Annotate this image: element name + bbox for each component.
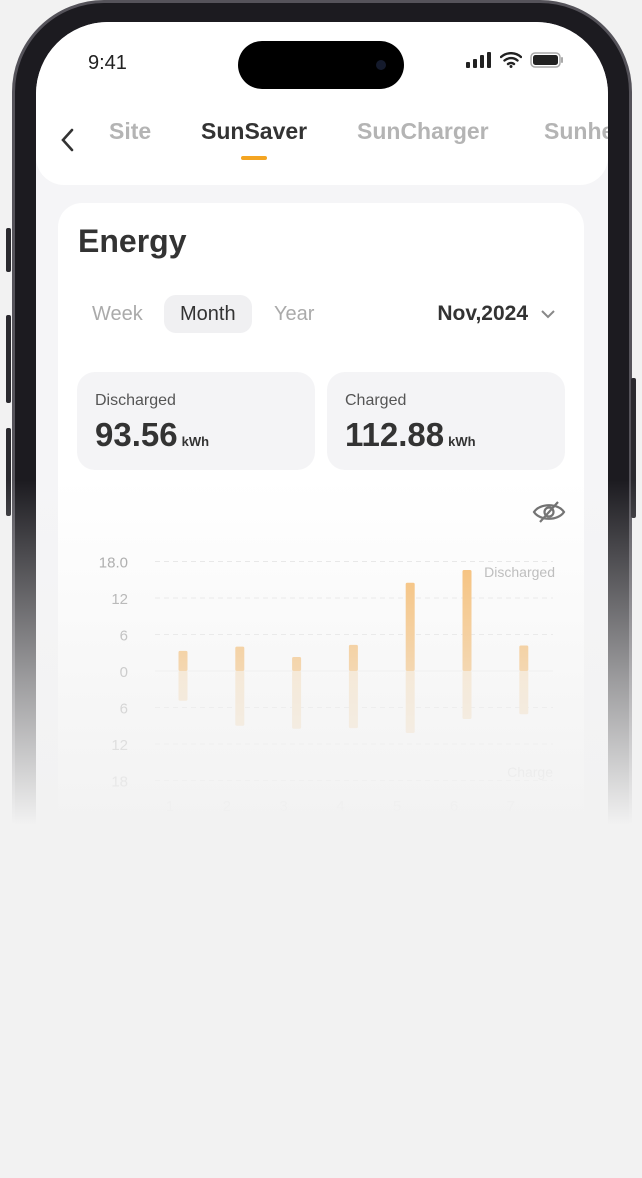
status-time: 9:41 [88,52,127,74]
selected-date: Nov,2024 [437,302,528,325]
period-month[interactable]: Month [164,295,252,333]
volume-up-button [6,315,11,403]
tab-site[interactable]: Site [109,118,152,144]
volume-down-button [6,428,11,516]
charged-stat: Charged 112.88 kWh [327,372,565,470]
battery-icon [530,52,563,68]
bottom-fade [0,480,642,1178]
charged-value: 112.88 [345,416,445,453]
wifi-icon [500,52,522,68]
date-selector[interactable]: Nov,2024 [437,295,556,333]
dynamic-island [238,41,404,89]
device-tabs: Site SunSaver SunCharger Sunhe [36,118,608,158]
mute-switch [6,228,11,272]
charged-label: Charged [345,392,407,409]
period-week[interactable]: Week [92,303,143,325]
tab-sunsaver[interactable]: SunSaver [201,118,308,144]
charged-unit: kWh [448,434,476,449]
tab-suncharger[interactable]: SunCharger [357,118,489,144]
active-tab-indicator [241,156,267,160]
discharged-value: 93.56 [95,416,178,453]
discharged-stat: Discharged 93.56 kWh [77,372,315,470]
energy-title: Energy [78,223,187,259]
signal-icon [466,52,491,68]
tab-sunhe[interactable]: Sunhe [544,118,608,144]
power-button [631,378,636,518]
discharged-label: Discharged [95,392,176,409]
camera [376,60,386,70]
header: 9:41 Site SunSaver SunCharger Sunhe [36,22,608,185]
status-icons [466,52,564,68]
chevron-down-icon [541,310,555,319]
period-year[interactable]: Year [274,303,315,325]
back-chevron-icon[interactable] [56,126,80,154]
discharged-unit: kWh [181,434,210,449]
